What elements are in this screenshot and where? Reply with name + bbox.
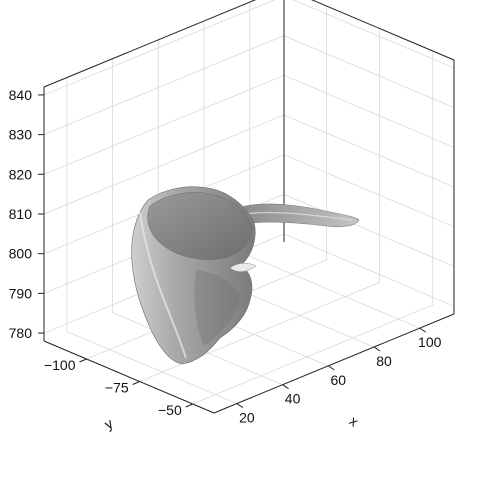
x-tick-label: 20 xyxy=(239,410,255,426)
x-tick-label: 40 xyxy=(285,391,301,407)
x-tick-mark xyxy=(282,384,289,390)
z-tick-label: 790 xyxy=(9,285,33,301)
x-tick-label: 100 xyxy=(418,334,442,350)
grid-line-wall-z xyxy=(283,74,455,148)
grid-line-wall-z xyxy=(43,0,276,96)
z-tick-label: 800 xyxy=(9,246,33,262)
y-tick-label: −75 xyxy=(105,380,129,396)
grid-line-wall-z xyxy=(292,0,455,69)
surface-spine-ridge xyxy=(243,211,353,221)
grid-line-floor-x xyxy=(66,331,238,404)
z-tick-label: 830 xyxy=(9,127,33,143)
surface-body-cup xyxy=(147,192,253,260)
x-tick-label: 80 xyxy=(376,353,392,369)
grid-line-floor-y xyxy=(139,282,380,382)
x-tick-label: 60 xyxy=(330,372,346,388)
z-tick-label: 780 xyxy=(9,325,33,341)
grid-line-wall-z xyxy=(283,233,455,307)
y-tick-mark xyxy=(185,403,193,408)
grid-line-floor-y xyxy=(192,304,433,405)
z-tick-label: 840 xyxy=(9,87,33,103)
grid-line-wall-z xyxy=(43,114,285,215)
y-tick-label: −50 xyxy=(158,402,182,418)
surface-spine-projection xyxy=(237,203,360,228)
grid-line-wall-z xyxy=(283,35,455,108)
surface-body-rim xyxy=(139,211,187,359)
x-tick-mark xyxy=(236,403,244,408)
z-tick-label: 820 xyxy=(9,166,33,182)
box-edge xyxy=(311,0,455,61)
grid-lines xyxy=(43,0,455,405)
y-tick-mark xyxy=(79,358,87,363)
x-tick-mark xyxy=(328,365,335,371)
box-back-edges xyxy=(43,0,455,242)
box-edge xyxy=(43,0,257,88)
x-axis: 20 40 60 80 100 xyxy=(236,327,442,426)
y-tick-mark xyxy=(132,381,140,385)
x-tick-mark xyxy=(373,346,381,352)
y-axis: −50 −75 −100 xyxy=(44,357,193,418)
grid-line-wall-z xyxy=(43,35,285,135)
grid-line-wall-z xyxy=(283,194,455,267)
x-tick-mark xyxy=(419,327,426,333)
box-edge xyxy=(213,313,455,414)
y-axis-title: y xyxy=(101,415,115,432)
grid-line-wall-z xyxy=(283,114,455,188)
grid-line-floor-x xyxy=(249,255,420,329)
surface-body-lip xyxy=(229,263,257,272)
z-axis: 780 790 800 810 820 830 840 xyxy=(9,87,44,341)
box-edge xyxy=(43,340,215,414)
grid-line-wall-z xyxy=(283,154,455,228)
surface-body-shade xyxy=(194,270,240,346)
bone-surface-mesh xyxy=(131,186,360,365)
y-tick-label: −100 xyxy=(44,357,76,373)
z-tick-label: 810 xyxy=(9,206,33,222)
grid-line-wall-z xyxy=(43,74,285,175)
x-axis-title: x xyxy=(346,413,361,430)
